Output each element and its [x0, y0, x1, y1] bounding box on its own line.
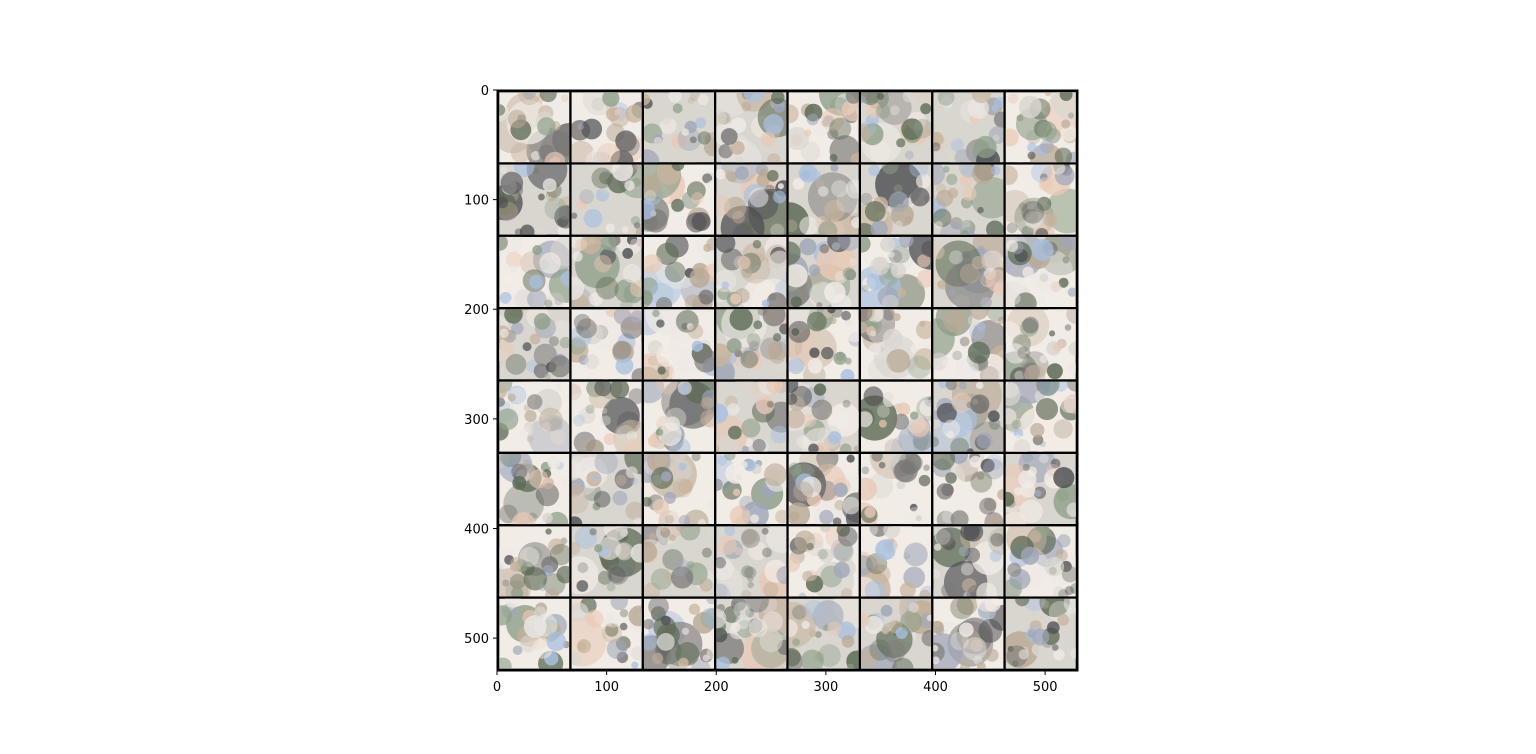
image-tile [499, 309, 570, 380]
image-tile [716, 164, 787, 235]
image-tile [571, 598, 642, 669]
image-tile [571, 236, 642, 308]
image-tile [933, 236, 1004, 308]
image-tile [716, 598, 787, 669]
image-grid [497, 90, 1078, 671]
image-tile [499, 453, 570, 525]
image-tile [788, 309, 859, 380]
image-tile [571, 453, 642, 525]
image-tile [788, 236, 859, 308]
image-tile [571, 526, 642, 597]
image-tile [643, 453, 715, 525]
image-tile [716, 381, 787, 452]
image-tile [788, 453, 859, 525]
image-tile [716, 92, 787, 163]
y-tick-label: 400 [464, 522, 489, 537]
x-tick-label: 400 [923, 680, 948, 695]
image-tile [933, 309, 1004, 380]
image-tile [643, 526, 715, 597]
image-tile [860, 381, 932, 452]
image-tile [933, 92, 1004, 163]
image-tile [1005, 236, 1076, 308]
image-tile [571, 381, 642, 452]
image-tile [643, 309, 715, 380]
image-tile [716, 526, 787, 597]
image-tile [933, 526, 1004, 597]
image-tile [571, 164, 642, 235]
image-tile [499, 236, 570, 308]
image-tile [499, 381, 570, 452]
x-tick-label: 100 [594, 680, 619, 695]
image-tile [860, 164, 932, 235]
y-tick-label: 0 [481, 84, 489, 99]
axes-frame [496, 89, 1079, 672]
image-tile [643, 598, 715, 669]
image-tile [933, 164, 1004, 235]
image-tile [788, 526, 859, 597]
y-tick-label: 500 [464, 632, 489, 647]
y-tick-label: 300 [464, 413, 489, 428]
x-tick-label: 200 [704, 680, 729, 695]
y-tick-label: 100 [464, 194, 489, 209]
image-tile [643, 381, 715, 452]
image-tile [1005, 309, 1076, 380]
image-tile [1005, 598, 1076, 669]
image-tile [1005, 92, 1076, 163]
image-tile [499, 526, 570, 597]
image-tile [933, 598, 1004, 669]
image-tile [788, 164, 859, 235]
x-tick-label: 500 [1033, 680, 1058, 695]
image-tile [860, 453, 932, 525]
axes: 0 100 200 300 400 500 0 100 200 300 400 500 [464, 84, 1079, 695]
image-tile [499, 598, 570, 669]
image-tile [788, 381, 859, 452]
image-tile [716, 453, 787, 525]
image-tile [571, 92, 642, 163]
image-tile [1005, 164, 1076, 235]
image-tile [571, 309, 642, 380]
image-tile [499, 164, 570, 235]
image-tile [716, 236, 787, 308]
image-tile [1005, 453, 1076, 525]
image-tile [860, 236, 932, 308]
image-tile [933, 381, 1004, 452]
image-tile [933, 453, 1004, 525]
image-tile [860, 309, 932, 380]
x-tick-label: 300 [813, 680, 838, 695]
image-tile [716, 309, 787, 380]
image-tile [499, 92, 570, 163]
image-tile [1005, 381, 1076, 452]
image-tile [860, 92, 932, 163]
image-tile [788, 598, 859, 669]
x-tick-label: 0 [493, 680, 501, 695]
image-tile [860, 598, 932, 669]
image-tile [643, 236, 715, 308]
image-tile [860, 526, 932, 597]
y-tick-label: 200 [464, 303, 489, 318]
image-tile [788, 92, 859, 163]
image-tile [643, 164, 715, 235]
image-tile [643, 92, 715, 163]
image-tile [1005, 526, 1076, 597]
